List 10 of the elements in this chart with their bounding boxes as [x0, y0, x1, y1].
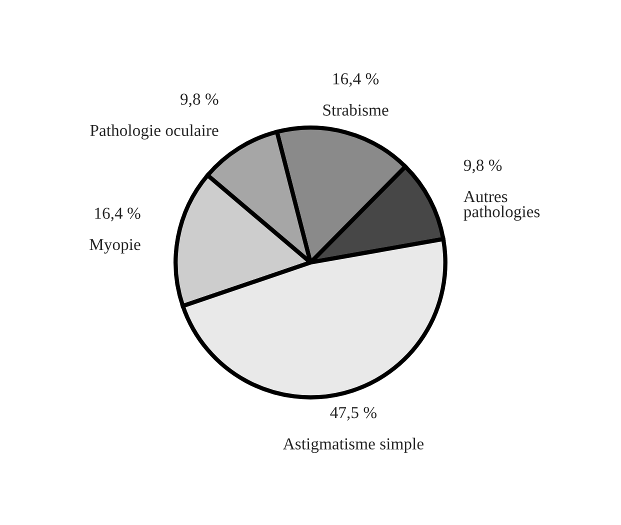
slice-label: Strabisme — [323, 104, 388, 116]
data-label: 47,5 % — [330, 406, 377, 421]
slice-label: Autres pathologies — [464, 191, 540, 221]
data-label: 9,8 % — [464, 160, 502, 174]
data-label: 16,4 % — [95, 208, 140, 222]
slice-label: Astigmatisme simple — [283, 438, 424, 453]
data-label: 16,4 % — [333, 73, 379, 87]
data-label: 9,8 % — [180, 94, 218, 108]
slice-label: Pathologie oculaire — [90, 124, 218, 140]
slice-label: Myopie — [90, 238, 140, 254]
